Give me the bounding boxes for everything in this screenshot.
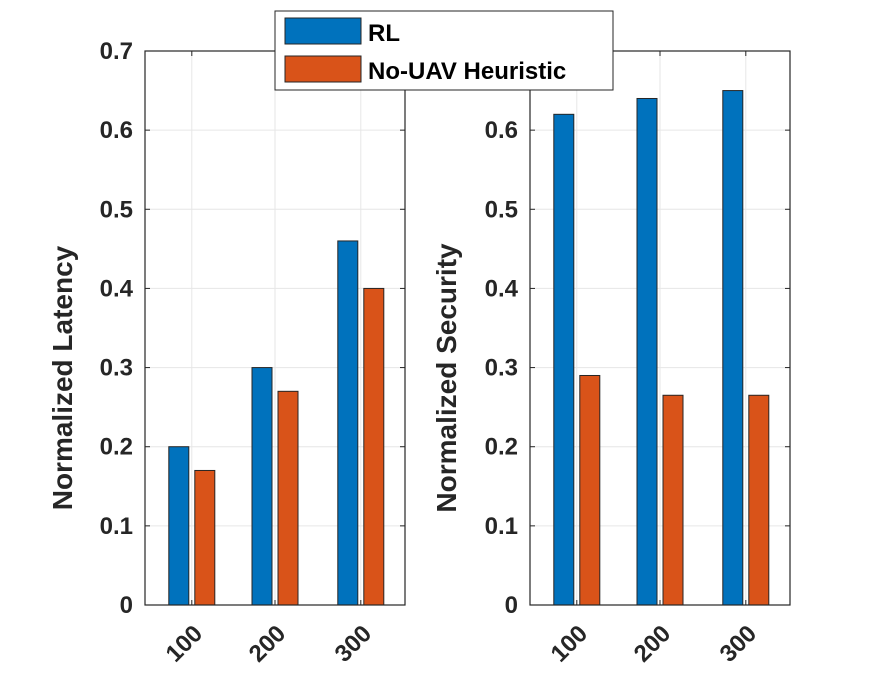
- y-tick-label: 0: [120, 592, 133, 619]
- bar-rl-100: [553, 113, 575, 606]
- legend-label-rl: RL: [368, 20, 400, 47]
- legend-label-no-uav-heuristic: No-UAV Heuristic: [368, 58, 566, 85]
- y-tick-label: 0.2: [100, 434, 133, 461]
- y-tick-label: 0.3: [100, 355, 133, 382]
- y-tick-label: 0.1: [100, 513, 133, 540]
- bar-rl-200: [636, 97, 658, 606]
- x-tick-label: 100: [161, 620, 208, 667]
- bar-rl-300: [337, 240, 359, 606]
- y-tick-label: 0.5: [485, 196, 518, 223]
- x-tick-label: 200: [244, 620, 291, 667]
- y-tick-label: 0.6: [485, 117, 518, 144]
- y-tick-label: 0.4: [100, 275, 134, 302]
- y-axis-label: Normalized Latency: [47, 245, 78, 510]
- y-tick-label: 0.7: [100, 38, 133, 65]
- y-tick-label: 0.1: [485, 513, 518, 540]
- legend-swatch-no-uav-heuristic: [284, 55, 362, 83]
- chart-panel-2: 0 0.1 0.2 0.3 0.4 0.5 0.6 100 200 300 Normalized S…: [431, 50, 791, 668]
- x-tick-label: 100: [546, 620, 593, 667]
- y-tick-label: 0.6: [100, 117, 133, 144]
- y-tick-label: 0.3: [485, 355, 518, 382]
- legend-swatch-rl: [284, 17, 362, 45]
- y-axis-label: Normalized Security: [431, 243, 462, 513]
- chart-panel-1: 0 0.1 0.2 0.3 0.4 0.5 0.6 0.7 100 200 300 Normalize…: [47, 38, 406, 668]
- y-tick-label: 0.5: [100, 196, 133, 223]
- bar-no-uav-heuristic-200: [277, 390, 299, 606]
- x-tick-label: 300: [330, 620, 377, 667]
- bar-no-uav-heuristic-100: [579, 374, 601, 606]
- legend: RL No-UAV Heuristic: [274, 10, 614, 91]
- y-tick-label: 0.2: [485, 434, 518, 461]
- y-tick-label: 0: [505, 592, 518, 619]
- bar-no-uav-heuristic-100: [194, 469, 216, 606]
- x-tick-label: 300: [715, 620, 762, 667]
- bar-no-uav-heuristic-200: [662, 394, 684, 606]
- bar-no-uav-heuristic-300: [748, 394, 770, 606]
- bar-rl-200: [251, 367, 273, 606]
- bar-no-uav-heuristic-300: [363, 287, 385, 606]
- bar-rl-300: [722, 90, 744, 606]
- y-tick-label: 0.4: [485, 275, 519, 302]
- x-tick-label: 200: [629, 620, 676, 667]
- bar-rl-100: [168, 446, 190, 606]
